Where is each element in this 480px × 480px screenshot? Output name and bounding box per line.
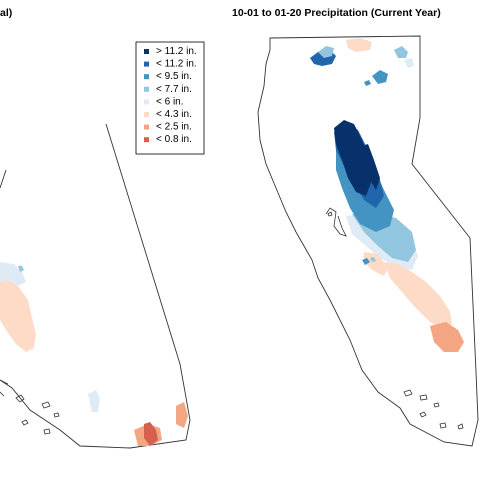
- right-region-ne-small: [364, 80, 371, 86]
- legend-label: < 11.2 in.: [156, 59, 197, 70]
- legend-swatch: [144, 49, 149, 54]
- right-region-coast-blue: [362, 258, 370, 265]
- legend-label: < 4.3 in.: [156, 109, 192, 120]
- right-map-title: 10-01 to 01-20 Precipitation (Current Ye…: [232, 7, 441, 19]
- right-island: [433, 402, 440, 408]
- right-region-ne-blue: [372, 70, 388, 84]
- left-map: [0, 123, 191, 449]
- left-island: [43, 428, 51, 435]
- legend-swatch: [144, 74, 149, 80]
- right-region-sierra-dark-strip: [362, 144, 380, 190]
- right-map: [257, 35, 479, 447]
- left-coastline: [0, 379, 9, 397]
- legend-box: [135, 41, 205, 155]
- legend-label: < 6 in.: [156, 96, 184, 107]
- left-region-pale-east: [88, 390, 100, 412]
- right-island: [419, 394, 428, 401]
- left-island: [21, 419, 29, 426]
- legend-swatch: [144, 99, 149, 105]
- left-island: [15, 394, 25, 403]
- right-island: [439, 422, 447, 429]
- left-region-light-blue: [0, 262, 26, 286]
- right-island: [403, 389, 413, 397]
- legend-label: < 9.5 in.: [156, 71, 192, 82]
- right-bay-small: [327, 211, 333, 217]
- left-region-blue: [18, 266, 24, 272]
- left-region-peach: [0, 280, 36, 352]
- right-region-coast-light: [370, 257, 376, 262]
- legend-label: > 11.2 in.: [156, 46, 197, 57]
- legend-swatch: [144, 61, 149, 67]
- legend-swatch: [144, 112, 149, 117]
- right-region-north-light: [318, 46, 334, 58]
- right-island: [419, 411, 427, 418]
- left-region-salmon-east: [176, 402, 188, 428]
- legend-label: < 2.5 in.: [156, 122, 192, 133]
- left-island: [41, 401, 51, 409]
- right-region-south-peach: [384, 262, 452, 330]
- legend-label: < 7.7 in.: [156, 84, 192, 95]
- left-map-title: al): [0, 7, 12, 19]
- legend-swatch: [144, 86, 149, 92]
- left-island: [53, 412, 60, 418]
- legend: > 11.2 in.< 11.2 in.< 9.5 in.< 7.7 in.< …: [135, 41, 205, 155]
- right-region-sierra-dark: [334, 120, 372, 196]
- right-island: [457, 423, 464, 430]
- right-region-ne-light: [394, 46, 408, 58]
- left-region-red-south: [144, 422, 158, 446]
- right-bay-area: [325, 207, 347, 237]
- right-region-south-salmon: [430, 322, 464, 352]
- legend-swatch: [144, 137, 149, 143]
- legend-label: < 0.8 in.: [156, 134, 192, 145]
- legend-swatch: [144, 124, 149, 130]
- right-state-outline: [257, 35, 479, 447]
- left-state-border: [0, 123, 191, 449]
- right-region-north-peach: [346, 38, 372, 52]
- right-region-ne-pale: [404, 58, 414, 68]
